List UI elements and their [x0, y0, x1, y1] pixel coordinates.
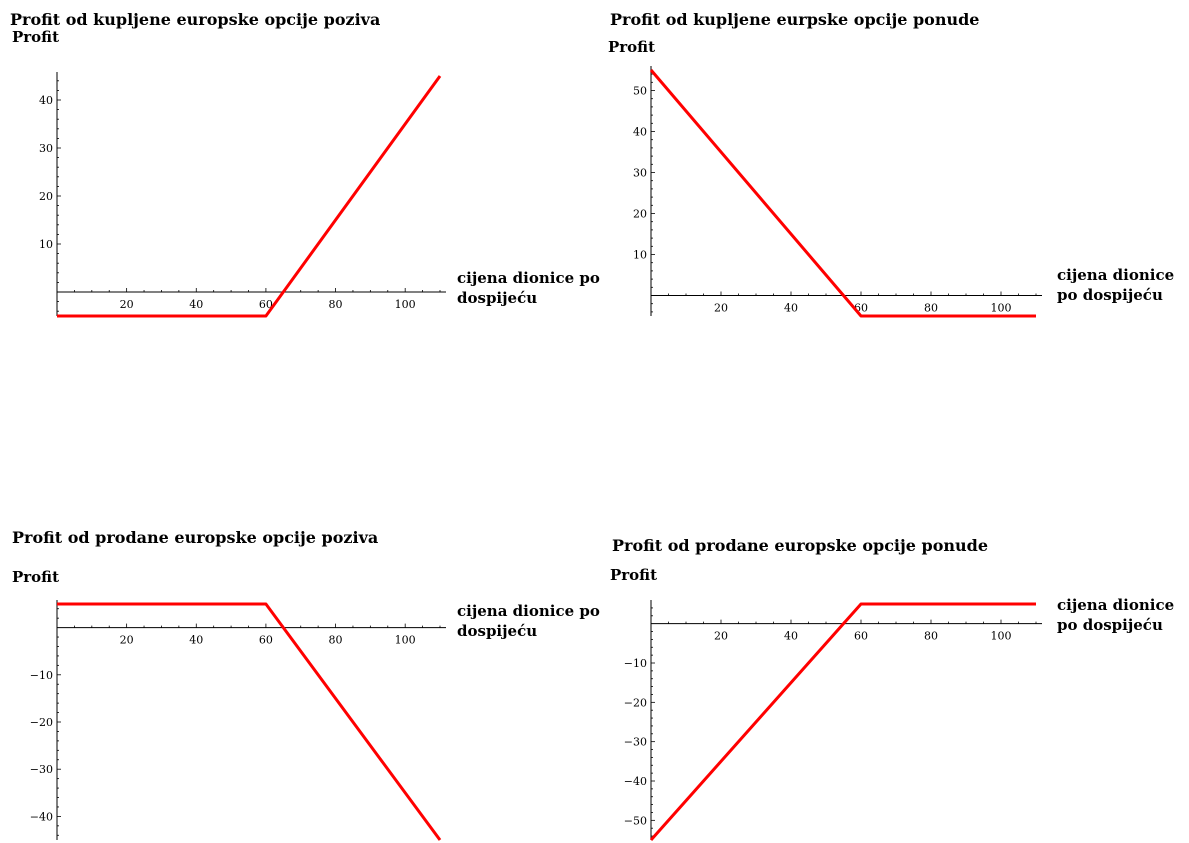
y-tick-label: −20 — [30, 716, 53, 729]
y-axis-label: Profit — [12, 28, 60, 46]
x-tick-label: 60 — [854, 630, 868, 643]
x-axis-label-line-1: cijena dionice po — [457, 602, 600, 620]
y-tick-label: −40 — [30, 810, 53, 823]
chart-panel-1: Profit od kupljene europske opcije poziv… — [0, 0, 600, 380]
chart-panel-3: Profit od prodane europske opcije poziva… — [12, 528, 600, 841]
x-tick-label: 40 — [784, 302, 798, 315]
x-axis-label: cijena dionice po dospijeću — [457, 601, 600, 641]
y-tick-label: 20 — [39, 190, 53, 203]
x-tick-label: 20 — [714, 302, 728, 315]
x-tick-label: 60 — [259, 298, 273, 311]
x-axis-label: cijena dionice po dospijeću — [1057, 595, 1174, 635]
x-tick-label: 100 — [991, 630, 1012, 643]
x-tick-label: 80 — [329, 298, 343, 311]
y-tick-label: −10 — [624, 657, 647, 670]
plot-area: 20 40 60 80 100 10 20 30 40 — [39, 72, 446, 318]
x-tick-label: 40 — [189, 298, 203, 311]
profit-line — [649, 602, 1036, 841]
y-tick-label: −30 — [624, 736, 647, 749]
y-tick-label: 30 — [39, 142, 53, 155]
x-tick-label: 100 — [395, 634, 416, 647]
y-tick-label: 50 — [633, 85, 647, 98]
y-tick-label: 10 — [39, 238, 53, 251]
plot-area: 20 40 60 80 100 −10 −20 −30 −40 — [30, 600, 446, 841]
x-axis-label: cijena dionice po dospijeću — [1057, 265, 1174, 305]
x-tick-label: 100 — [991, 302, 1012, 315]
x-tick-label: 60 — [259, 634, 273, 647]
x-tick-label: 80 — [329, 634, 343, 647]
profit-line — [57, 75, 442, 318]
y-axis-label: Profit — [610, 566, 658, 584]
x-axis-label-line-1: cijena dionice — [1057, 596, 1175, 614]
profit-line — [649, 69, 1036, 318]
x-axis-label-line-1: cijena dionice — [1057, 266, 1175, 284]
y-tick-label: 30 — [633, 167, 647, 180]
x-axis-label-line-2: po dospijeću — [1057, 286, 1163, 304]
x-axis-label-line-2: po dospijeću — [1057, 616, 1163, 634]
x-axis-label-line-2: dospijeću — [457, 622, 538, 640]
x-axis-label: cijena dionice po dospijeću — [457, 268, 600, 308]
x-tick-label: 80 — [924, 630, 938, 643]
profit-line — [57, 602, 442, 841]
y-tick-label: −20 — [624, 696, 647, 709]
y-tick-label: −30 — [30, 763, 53, 776]
y-tick-label: 40 — [633, 126, 647, 139]
x-tick-label: 100 — [395, 298, 416, 311]
y-tick-label: −50 — [624, 814, 647, 827]
x-axis-label-line-1: cijena dionice po — [457, 269, 600, 287]
chart-title: Profit od prodane europske opcije poziva — [12, 528, 379, 547]
chart-title: Profit od kupljene europske opcije poziv… — [10, 10, 381, 29]
x-tick-label: 20 — [714, 630, 728, 643]
y-tick-label: −40 — [624, 775, 647, 788]
chart-title: Profit od prodane europske opcije ponude — [612, 536, 989, 555]
x-tick-label: 40 — [784, 630, 798, 643]
y-tick-label: 20 — [633, 208, 647, 221]
chart-title: Profit od kupljene eurpske opcije ponude — [610, 10, 980, 29]
x-tick-label: 80 — [924, 302, 938, 315]
y-axis-label: Profit — [12, 568, 60, 586]
x-tick-label: 20 — [120, 634, 134, 647]
y-tick-label: 10 — [633, 249, 647, 262]
chart-panel-2: Profit od kupljene eurpske opcije ponude… — [0, 0, 1189, 380]
y-tick-label: −10 — [30, 669, 53, 682]
x-tick-label: 40 — [189, 634, 203, 647]
x-axis-label-line-2: dospijeću — [457, 289, 538, 307]
y-axis-label: Profit — [608, 38, 656, 56]
x-tick-label: 20 — [120, 298, 134, 311]
y-tick-label: 40 — [39, 94, 53, 107]
